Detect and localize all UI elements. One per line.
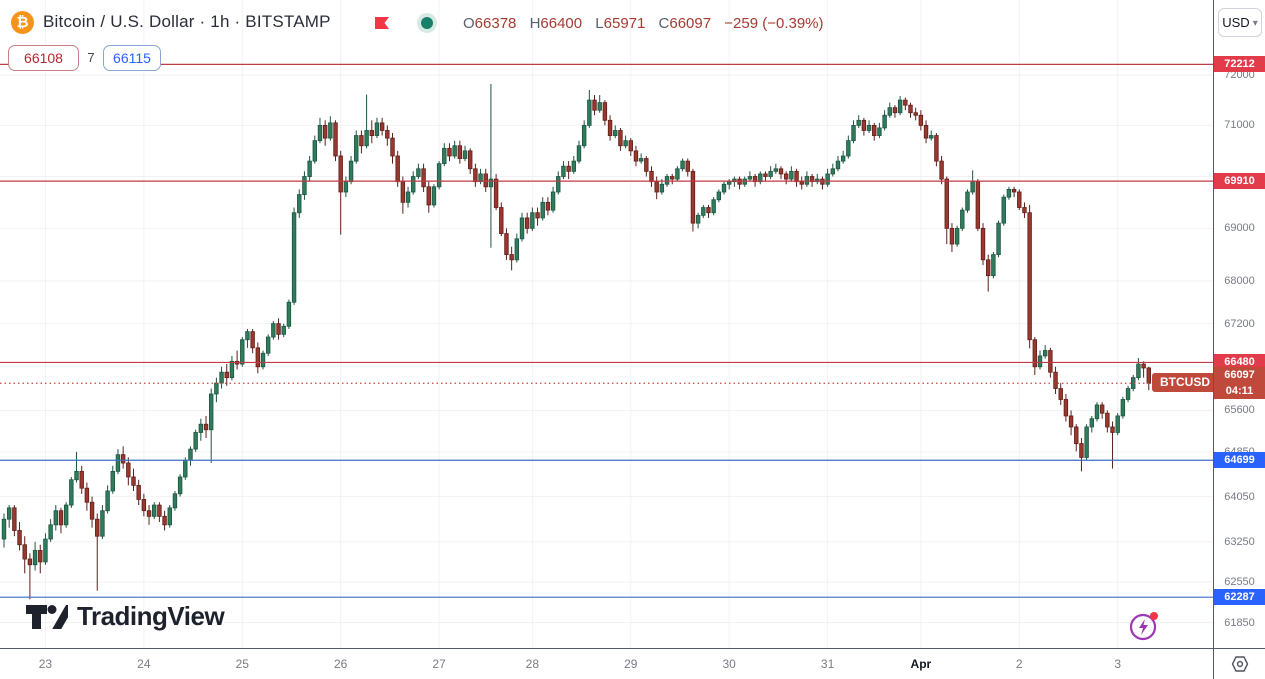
time-tick-label: 27 [432,657,446,671]
price-axis[interactable]: USD ▾ 7200071000690006800067200656006485… [1213,0,1265,648]
price-tick-label: 62550 [1224,575,1255,588]
price-tick-label: 64050 [1224,490,1255,503]
tradingview-watermark-text: TradingView [77,601,225,631]
time-tick-label: 25 [235,657,249,671]
time-tick-label: Apr [910,657,932,671]
bid-ask-row: 66108 7 66115 [8,45,161,71]
bitcoin-logo-icon: ₿ [11,11,34,34]
level-price-label: 64699 [1214,452,1265,469]
hexagon-settings-icon[interactable] [1231,655,1249,673]
time-tick-label: 24 [137,657,151,671]
current-price-label: 66097 04:11 [1214,367,1265,400]
notification-dot [1150,612,1158,620]
time-axis[interactable]: 23 24 25 26 27 28 29 30 31 Apr 2 3 [0,648,1213,679]
chart-canvas[interactable] [0,0,1213,648]
symbol-price-tag: BTCUSD [1152,373,1218,393]
chart-legend-toolbar: ₿ Bitcoin / U.S. Dollar · 1h · BITSTAMP … [0,0,1213,44]
time-tick-label: 23 [38,657,53,671]
data-connection-status-icon[interactable] [417,13,437,33]
symbol-title[interactable]: Bitcoin / U.S. Dollar · 1h · BITSTAMP [43,12,331,31]
price-tick-label: 61850 [1224,616,1255,629]
price-tick-label: 68000 [1224,274,1255,287]
time-tick-label: 29 [624,657,638,671]
price-tick-label: 67200 [1224,317,1255,330]
currency-unit-button[interactable]: USD ▾ [1218,8,1262,37]
level-price-label: 69910 [1214,173,1265,190]
time-tick-label: 31 [820,657,835,671]
lightning-spark-button[interactable] [1128,610,1160,642]
time-tick-label: 3 [1114,657,1122,671]
ohlc-readout: O66378 H66400 L65971 C66097 −259 (−0.39%… [463,15,824,32]
sell-button[interactable]: 66108 [8,45,79,71]
price-change: −259 (−0.39%) [724,15,824,32]
spread-value: 7 [79,47,103,69]
axis-settings-corner[interactable] [1213,648,1265,679]
level-price-label: 62287 [1214,589,1265,606]
time-tick-label: 26 [334,657,348,671]
price-tick-label: 71000 [1224,119,1255,132]
level-price-label: 66480 [1214,354,1265,371]
time-tick-label: 28 [525,657,540,671]
level-price-label: 72212 [1214,56,1265,73]
chevron-down-icon: ▾ [1252,18,1258,29]
time-tick-label: 2 [1015,657,1023,671]
price-tick-label: 65600 [1224,404,1255,417]
price-tick-label: 63250 [1224,535,1255,548]
tradingview-logo-icon [26,604,68,629]
buy-button[interactable]: 66115 [103,45,161,71]
tradingview-watermark: TradingView [26,601,225,632]
price-tick-label: 69000 [1224,222,1255,235]
flag-icon[interactable] [374,16,391,31]
time-tick-label: 30 [722,657,736,671]
